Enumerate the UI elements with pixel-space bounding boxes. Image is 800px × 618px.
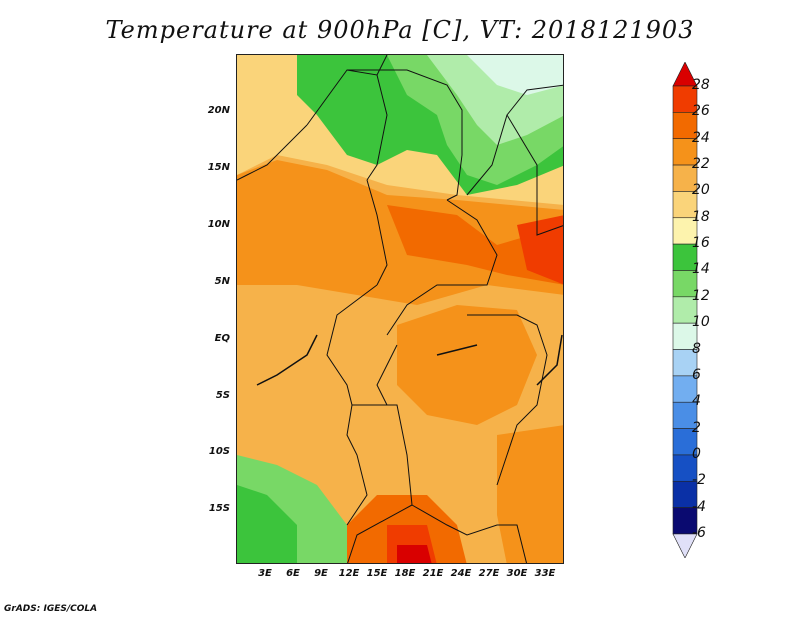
lat-label: 15S (208, 503, 230, 514)
colorbar-swatch (672, 322, 698, 350)
lon-label: 30E (506, 568, 528, 579)
lon-label: 27E (478, 568, 500, 579)
lon-label: 9E (314, 568, 328, 579)
colorbar-swatch (672, 401, 698, 429)
lon-label: 24E (450, 568, 472, 579)
colorbar-label: 28 (692, 77, 710, 93)
colorbar-swatch (672, 270, 698, 298)
lon-label: 6E (286, 568, 300, 579)
colorbar-label: 24 (692, 129, 710, 146)
colorbar-label: 16 (692, 235, 710, 252)
colorbar-label: 18 (692, 208, 710, 225)
colorbar-label: 14 (692, 261, 710, 278)
colorbar-label: 8 (692, 340, 701, 357)
colorbar-swatch (672, 138, 698, 166)
colorbar-swatch (672, 296, 698, 324)
colorbar-swatch (672, 349, 698, 377)
colorbar-label: -4 (692, 498, 706, 515)
colorbar-label: 6 (692, 366, 701, 383)
colorbar-label: 0 (692, 445, 701, 462)
colorbar-swatch (672, 85, 698, 113)
credit-label: GrADS: IGES/COLA (4, 604, 98, 614)
colorbar-swatch (672, 480, 698, 508)
colorbar-label: 12 (692, 287, 710, 304)
colorbar-swatch (672, 243, 698, 271)
colorbar-swatch (672, 164, 698, 192)
chart-title: Temperature at 900hPa [C], VT: 201812190… (105, 16, 695, 44)
lon-label: 18E (394, 568, 416, 579)
colorbar-swatch (672, 428, 698, 456)
lat-label: 5N (214, 276, 230, 287)
lon-label: 33E (534, 568, 556, 579)
colorbar-label: 2 (692, 419, 701, 436)
colorbar-label: 20 (692, 182, 710, 199)
colorbar-label: 4 (692, 393, 701, 410)
colorbar-swatch (672, 533, 698, 558)
temperature-map (236, 54, 564, 564)
colorbar-label: 10 (692, 314, 710, 331)
colorbar-label: -2 (692, 472, 706, 489)
lat-label: 15N (207, 162, 230, 173)
lat-label: EQ (214, 333, 230, 344)
lat-label: 20N (207, 105, 230, 116)
colorbar-swatch (672, 217, 698, 245)
lon-label: 21E (422, 568, 444, 579)
colorbar-swatch (672, 507, 698, 535)
colorbar-label: 26 (692, 103, 710, 120)
colorbar-swatch (672, 454, 698, 482)
temperature-field (237, 55, 563, 563)
lat-label: 10S (208, 446, 230, 457)
colorbar-label: -6 (692, 525, 706, 541)
lon-label: 3E (258, 568, 272, 579)
colorbar-swatch (672, 375, 698, 403)
color-scale (672, 62, 698, 558)
colorbar-label: 22 (692, 156, 710, 173)
lat-label: 10N (207, 219, 230, 230)
lat-label: 5S (215, 390, 230, 401)
lon-label: 12E (338, 568, 360, 579)
lon-label: 15E (366, 568, 388, 579)
colorbar-swatch (672, 191, 698, 219)
